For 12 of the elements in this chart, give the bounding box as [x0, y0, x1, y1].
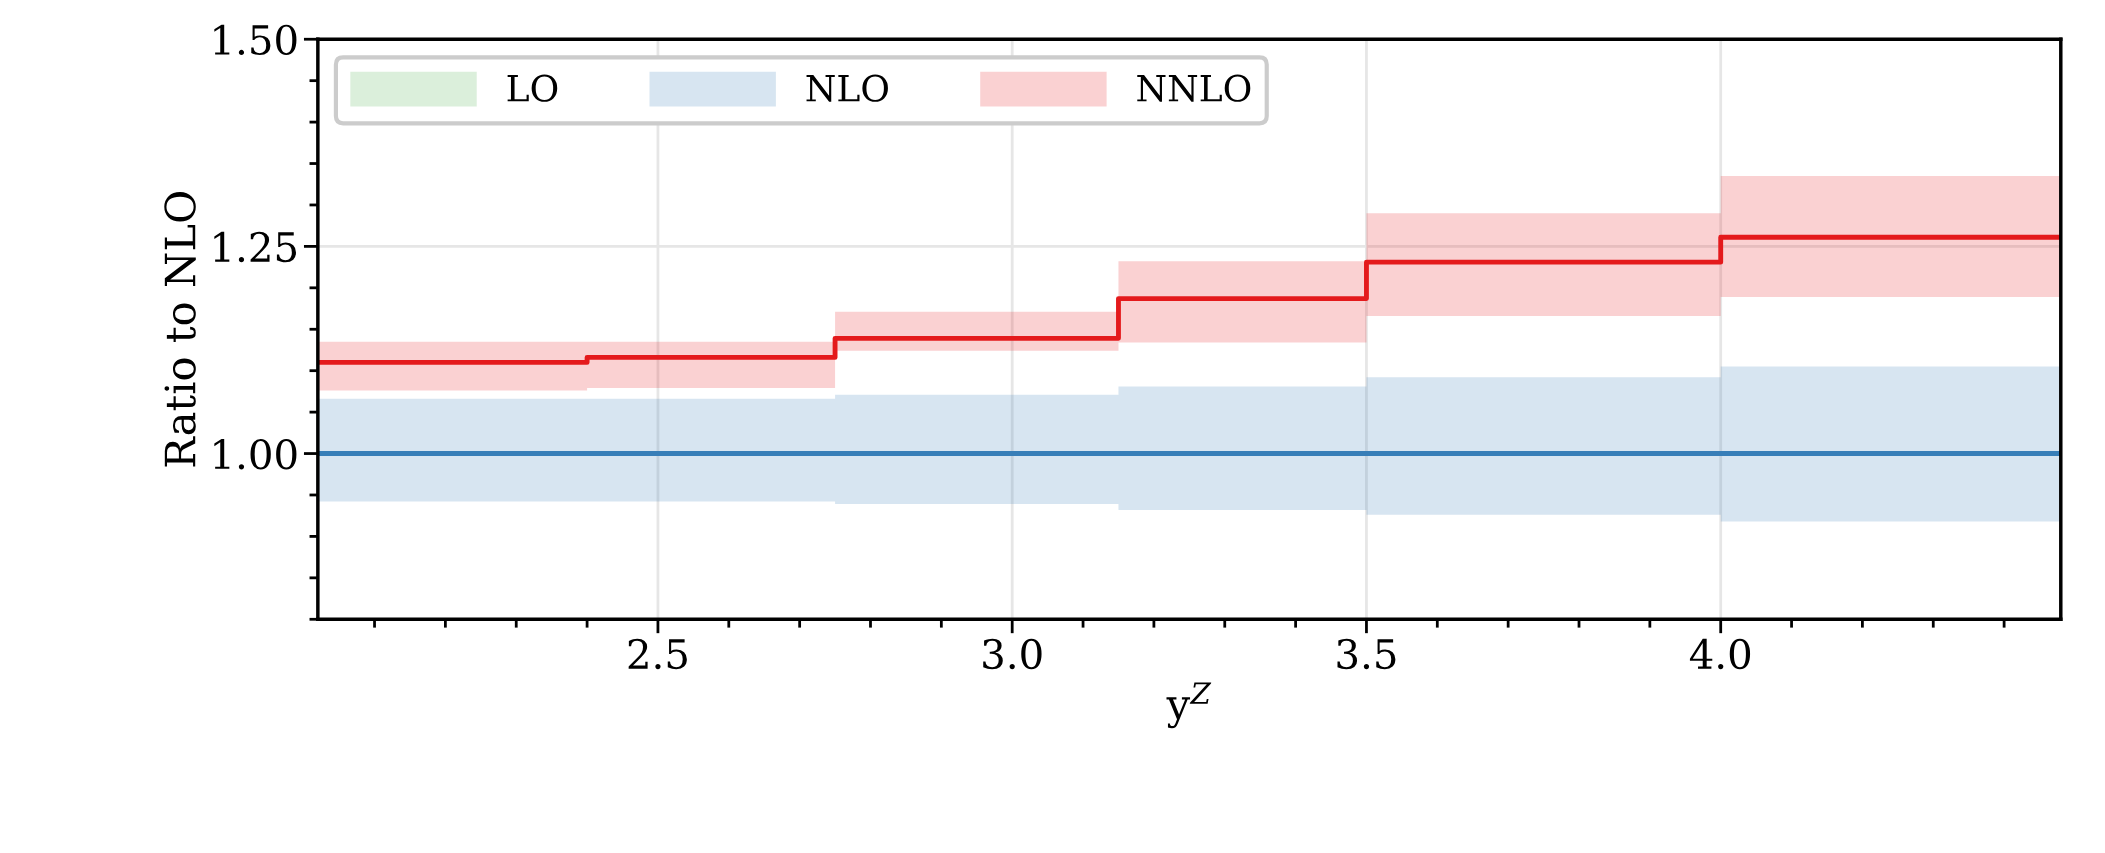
x-axis-title: y$^{Z}$: [1166, 682, 1212, 729]
x-tick-label: 4.0: [1689, 638, 1751, 670]
legend-label: NNLO: [1137, 74, 1251, 102]
y-tick-label: 1.50: [214, 24, 297, 56]
legend-label: LO: [507, 74, 558, 102]
y-tick-label: 1.00: [214, 438, 297, 470]
y-tick-label: 1.25: [214, 231, 296, 263]
x-tick-label: 2.5: [628, 638, 687, 670]
y-axis-title: Ratio to NLO: [164, 192, 196, 467]
legend-label: NLO: [806, 74, 888, 102]
x-tick-label: 3.5: [1337, 638, 1396, 670]
x-tick-label: 3.0: [983, 638, 1042, 670]
